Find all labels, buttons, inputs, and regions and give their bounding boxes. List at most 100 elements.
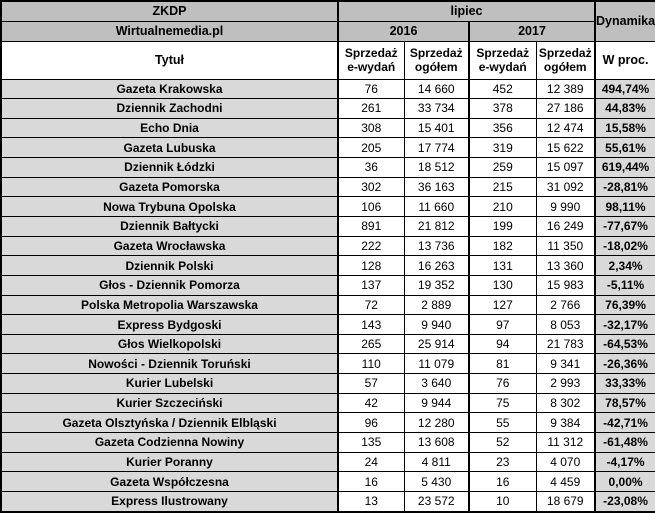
esales-2016-cell: 302 [337, 176, 405, 198]
esales-2017-cell: 215 [468, 176, 537, 198]
esales-2016-cell: 261 [337, 98, 405, 119]
table-row: Głos Wielkopolski 265 25 914 94 21 783 -64,53… [0, 333, 655, 355]
esales-2016-cell: 891 [337, 215, 405, 237]
title-cell: Nowa Trybuna Opolska [0, 196, 339, 217]
title-cell: Echo Dnia [0, 117, 339, 139]
total-2017-cell: 12 474 [535, 117, 596, 139]
title-cell: Kurier Poranny [0, 451, 339, 473]
table-row: Echo Dnia 308 15 401 356 12 474 15,58% [0, 117, 655, 139]
table-row: Dziennik Polski 128 16 263 131 13 360 2,34% [0, 255, 655, 276]
total-2017-cell: 15 983 [535, 274, 596, 296]
title-cell: Polska Metropolia Warszawska [0, 294, 339, 316]
total-2016-cell: 14 660 [403, 78, 470, 100]
table-row: Gazeta Olsztyńska / Dziennik Elbląski 96 1… [0, 412, 655, 434]
esales-2017-cell: 182 [468, 235, 537, 257]
total-2017-cell: 9 384 [535, 412, 596, 434]
title-cell: Głos - Dziennik Pomorza [0, 274, 339, 296]
total-2016-cell: 4 811 [403, 451, 470, 473]
title-cell: Express Bydgoski [0, 314, 339, 335]
total-2016-cell: 9 940 [403, 314, 470, 335]
title-cell: Gazeta Wrocławska [0, 235, 339, 257]
total-2016-cell: 9 944 [403, 392, 470, 414]
total-2017-cell: 15 622 [535, 137, 596, 159]
esales-2016-cell: 143 [337, 314, 405, 335]
total-2017-cell: 11 312 [535, 432, 596, 453]
total-2016-cell: 18 512 [403, 157, 470, 178]
total-2017-cell: 15 097 [535, 157, 596, 178]
esales-2017-cell: 76 [468, 373, 537, 394]
percent-cell: -61,48% [594, 432, 655, 453]
esales-2017-header: Sprzedaż e-wydań [468, 40, 537, 80]
title-cell: Dziennik Polski [0, 255, 339, 276]
percent-cell: 494,74% [594, 78, 655, 100]
esales-2016-cell: 205 [337, 137, 405, 159]
total-2017-cell: 4 459 [535, 471, 596, 492]
total-2016-cell: 17 774 [403, 137, 470, 159]
source-label: Wirtualnemedia.pl [0, 20, 339, 42]
percent-cell: 0,00% [594, 471, 655, 492]
title-cell: Express Ilustrowany [0, 490, 339, 513]
title-column-header: Tytuł [0, 40, 339, 80]
esales-2016-cell: 76 [337, 78, 405, 100]
title-cell: Dziennik Łódzki [0, 157, 339, 178]
percent-cell: -77,67% [594, 215, 655, 237]
esales-2017-cell: 55 [468, 412, 537, 434]
table-row: Gazeta Pomorska 302 36 163 215 31 092 -28,81% [0, 176, 655, 198]
esales-2016-cell: 106 [337, 196, 405, 217]
table-row: Polska Metropolia Warszawska 72 2 889 127 2 … [0, 294, 655, 316]
percent-cell: 619,44% [594, 157, 655, 178]
esales-2017-cell: 356 [468, 117, 537, 139]
total-2016-header: Sprzedaż ogółem [403, 40, 470, 80]
table-row: Dziennik Łódzki 36 18 512 259 15 097 619,44% [0, 157, 655, 178]
percent-cell: -42,71% [594, 412, 655, 434]
total-2016-cell: 36 163 [403, 176, 470, 198]
title-cell: Gazeta Olsztyńska / Dziennik Elbląski [0, 412, 339, 434]
header-row-years: Wirtualnemedia.pl 2016 2017 [0, 20, 655, 42]
title-cell: Dziennik Zachodni [0, 98, 339, 119]
total-2017-header: Sprzedaż ogółem [535, 40, 596, 80]
total-2017-cell: 9 990 [535, 196, 596, 217]
table-row: Kurier Poranny 24 4 811 23 4 070 -4,17% [0, 451, 655, 473]
esales-2016-cell: 57 [337, 373, 405, 394]
total-2017-cell: 27 186 [535, 98, 596, 119]
esales-2016-cell: 72 [337, 294, 405, 316]
total-2017-cell: 2 766 [535, 294, 596, 316]
title-cell: Gazeta Pomorska [0, 176, 339, 198]
esales-2017-cell: 210 [468, 196, 537, 217]
title-cell: Kurier Lubelski [0, 373, 339, 394]
percent-cell: -26,36% [594, 353, 655, 375]
total-2016-cell: 13 608 [403, 432, 470, 453]
esales-2016-cell: 16 [337, 471, 405, 492]
dynamics-label: Dynamika [594, 0, 655, 42]
table-row: Gazeta Codzienna Nowiny 135 13 608 52 11 312… [0, 432, 655, 453]
total-2017-cell: 8 302 [535, 392, 596, 414]
esales-2016-cell: 222 [337, 235, 405, 257]
percent-cell: 98,11% [594, 196, 655, 217]
esales-2017-cell: 75 [468, 392, 537, 414]
title-cell: Gazeta Współczesna [0, 471, 339, 492]
percent-cell: -23,08% [594, 490, 655, 513]
table-row: Gazeta Lubuska 205 17 774 319 15 622 55,61% [0, 137, 655, 159]
title-cell: Gazeta Krakowska [0, 78, 339, 100]
esales-2016-cell: 265 [337, 333, 405, 355]
esales-2017-cell: 16 [468, 471, 537, 492]
esales-2017-cell: 199 [468, 215, 537, 237]
percent-column-header: W proc. [594, 40, 655, 80]
total-2016-cell: 16 263 [403, 255, 470, 276]
esales-2016-cell: 128 [337, 255, 405, 276]
title-cell: Dziennik Bałtycki [0, 215, 339, 237]
total-2016-cell: 19 352 [403, 274, 470, 296]
total-2016-cell: 5 430 [403, 471, 470, 492]
table-row: Gazeta Wrocławska 222 13 736 182 11 350 -18,0… [0, 235, 655, 257]
total-2017-cell: 11 350 [535, 235, 596, 257]
esales-2017-cell: 52 [468, 432, 537, 453]
percent-cell: 76,39% [594, 294, 655, 316]
percent-cell: 33,33% [594, 373, 655, 394]
year-2017-label: 2017 [467, 20, 596, 42]
table-row: Gazeta Krakowska 76 14 660 452 12 389 494,74% [0, 78, 655, 100]
total-2016-cell: 2 889 [403, 294, 470, 316]
total-2016-cell: 12 280 [403, 412, 470, 434]
header-row-columns: Tytuł Sprzedaż e-wydań Sprzedaż ogółem S… [0, 40, 655, 80]
esales-2017-cell: 127 [468, 294, 537, 316]
percent-cell: -28,81% [594, 176, 655, 198]
